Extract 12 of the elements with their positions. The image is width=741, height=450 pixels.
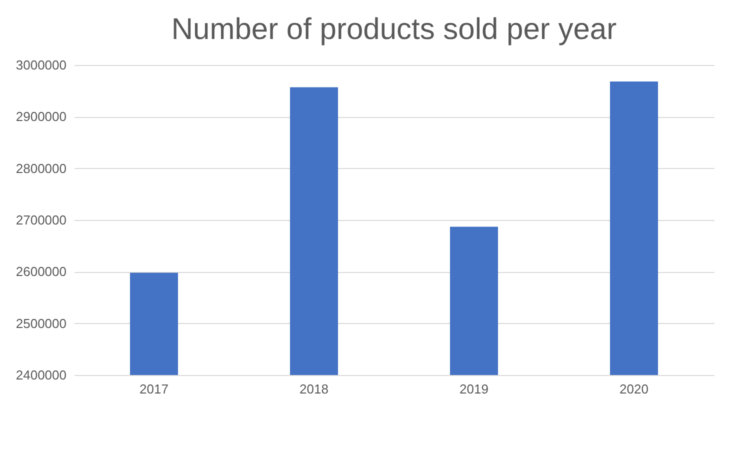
x-tick-label: 2018 xyxy=(300,382,328,396)
x-tick-label: 2019 xyxy=(460,382,488,396)
y-tick-label: 2800000 xyxy=(16,160,66,176)
y-tick-label: 3000000 xyxy=(16,58,66,72)
x-tick-label: 2017 xyxy=(140,382,168,396)
y-tick-label: 2700000 xyxy=(16,212,66,228)
y-tick-label: 2500000 xyxy=(16,316,66,331)
chart-title: Number of products sold per year xyxy=(171,13,617,46)
y-tick-label: 2400000 xyxy=(16,368,66,382)
x-tick-label: 2020 xyxy=(620,382,648,396)
y-tick-label: 2600000 xyxy=(16,264,66,280)
y-tick-label: 2900000 xyxy=(16,109,66,124)
